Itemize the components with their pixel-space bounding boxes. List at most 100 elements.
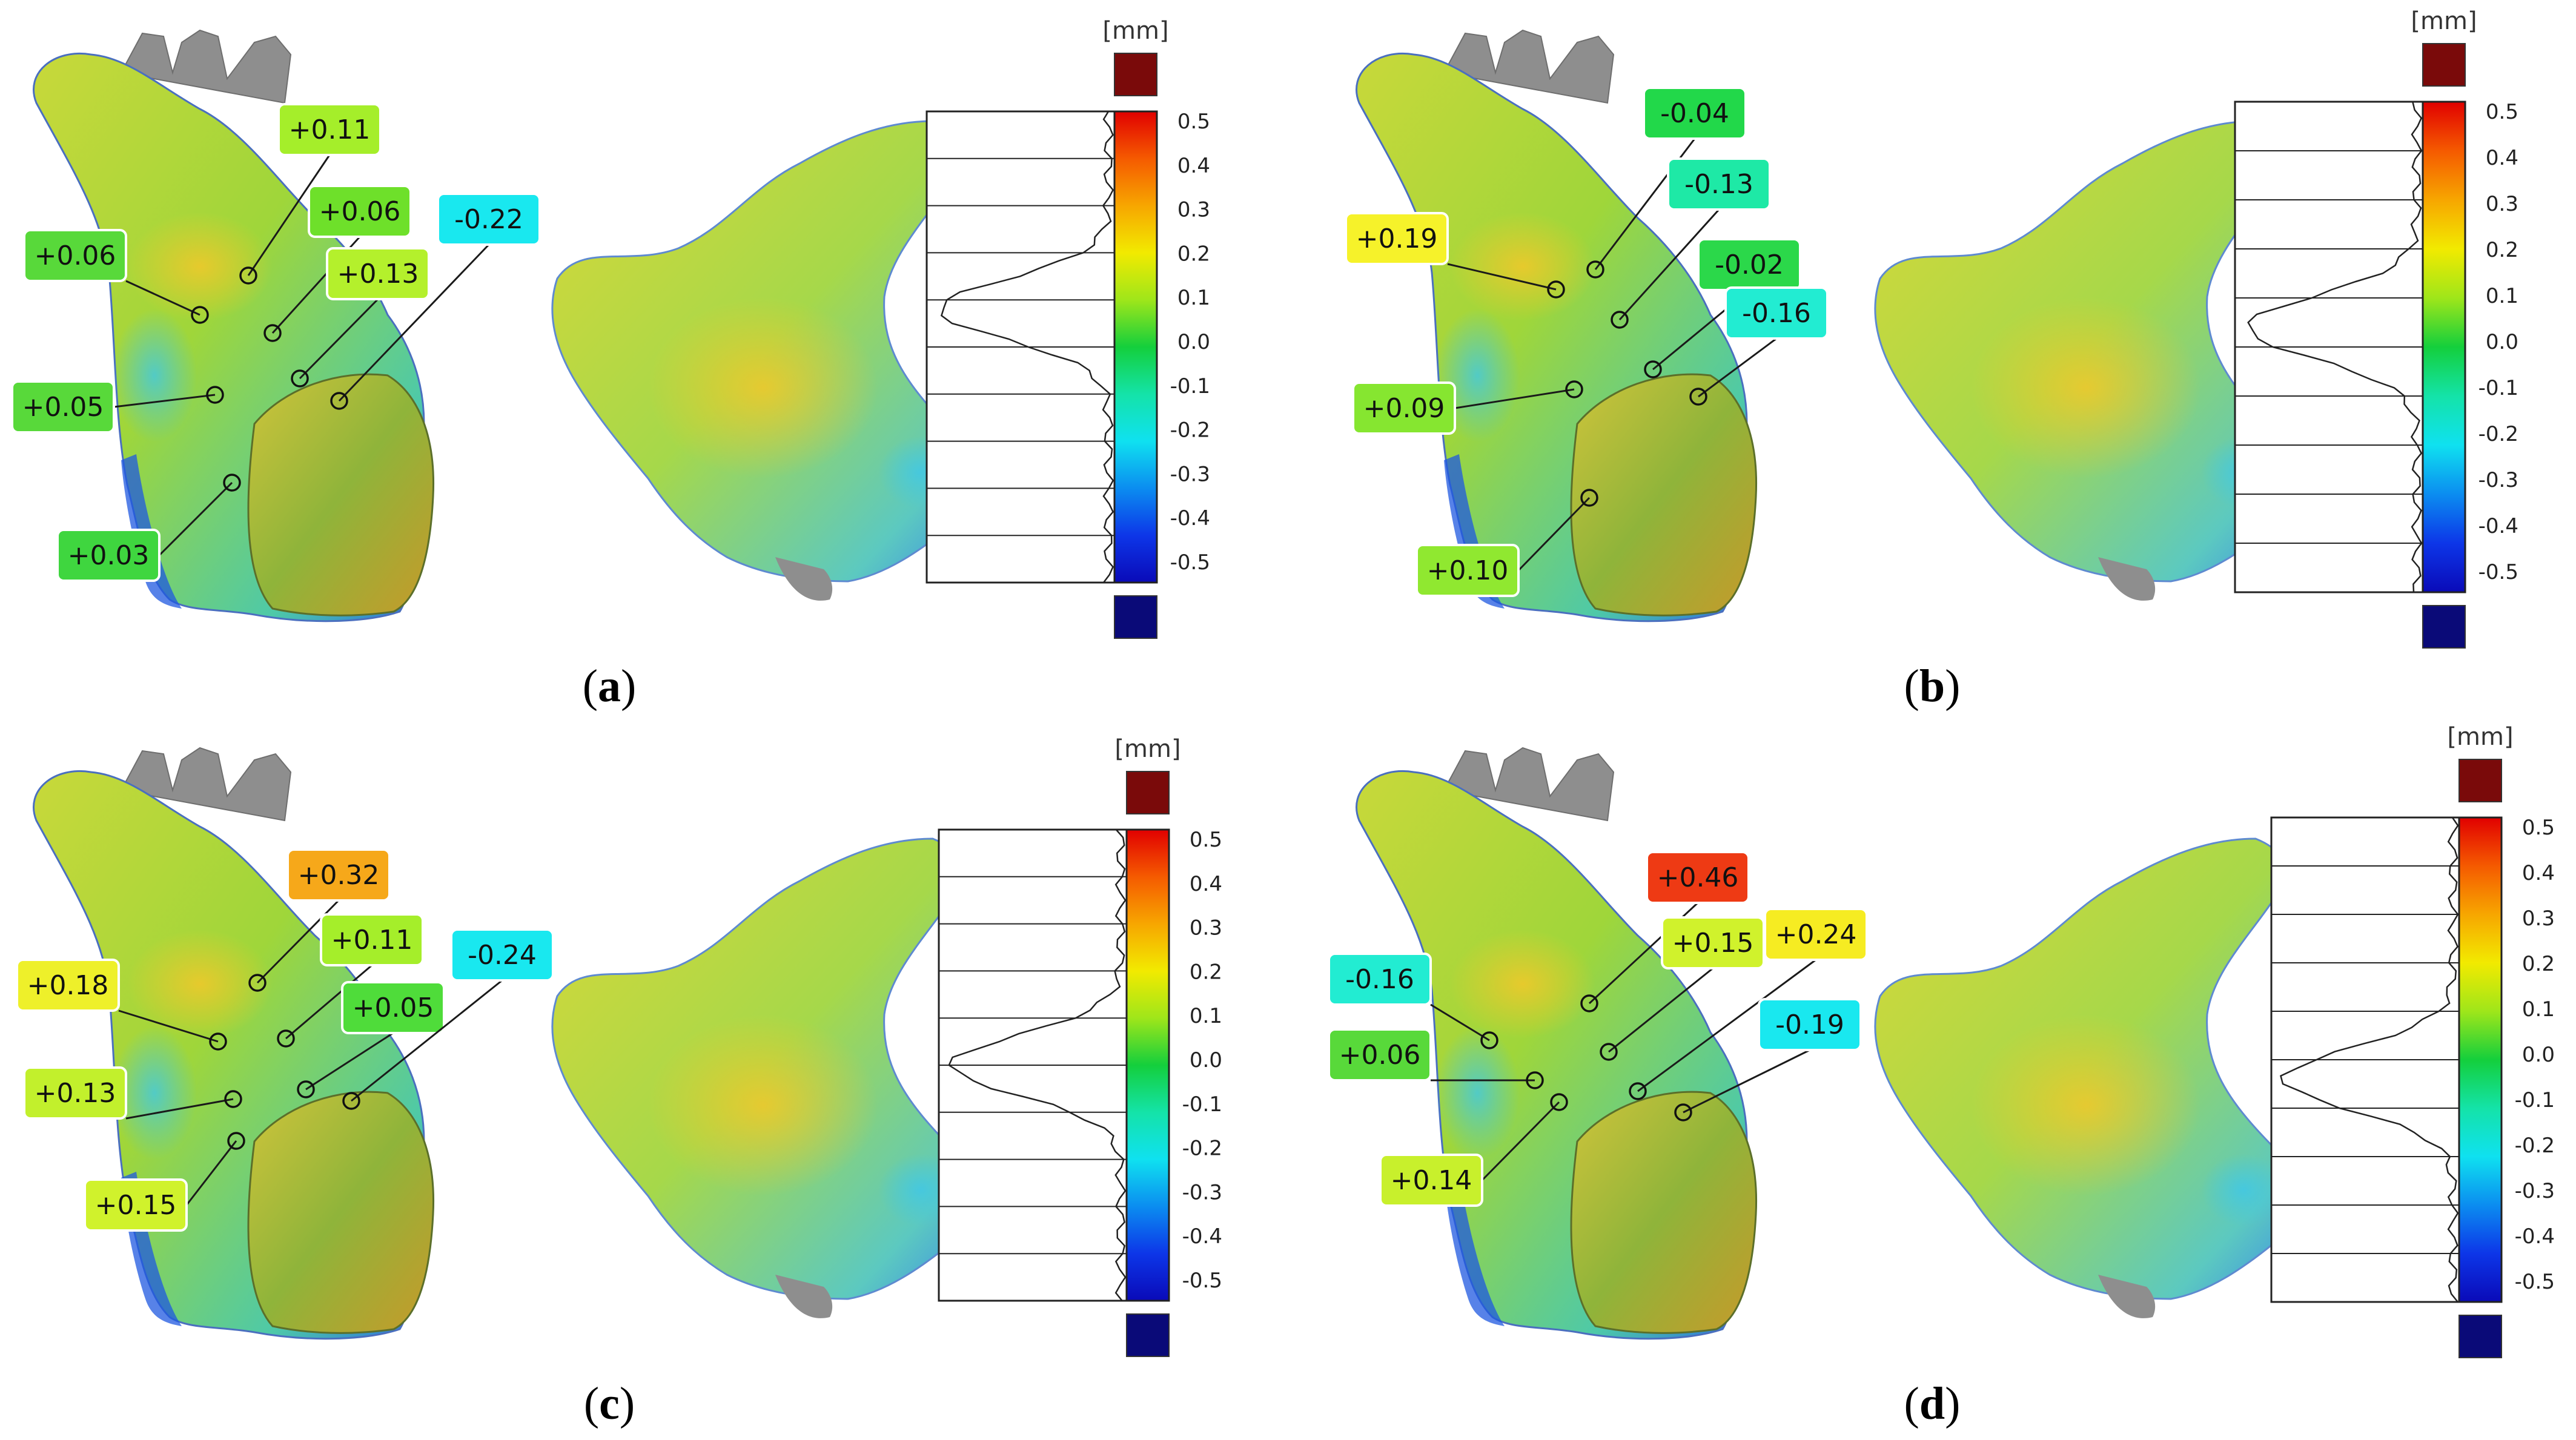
callout-marker <box>224 1090 242 1108</box>
right-bone-model <box>551 837 976 1318</box>
callout-box <box>437 193 541 246</box>
high-deviation-zone <box>1450 212 1595 321</box>
low-deviation-band <box>1444 1172 1505 1326</box>
callout-value: -0.04 <box>1660 98 1729 129</box>
histogram-curve <box>940 111 1114 583</box>
callout-value: +0.06 <box>1339 1040 1421 1071</box>
callout: +0.46 <box>1580 851 1750 1012</box>
right-bone-model <box>551 120 976 601</box>
right-high-zone <box>648 297 878 478</box>
callout: +0.06 <box>23 229 209 324</box>
low-deviation-band <box>1444 454 1505 609</box>
ramus-patch <box>1570 373 1758 616</box>
callout: +0.06 <box>1328 1028 1544 1089</box>
tooth-crowns <box>1443 747 1615 822</box>
scale-tick-label: 0.1 <box>1190 1004 1222 1028</box>
scale-tick-label: 0.1 <box>2522 997 2555 1022</box>
right-low-zone <box>2201 1154 2286 1226</box>
caption-a: (a) <box>582 661 637 712</box>
scale-tick-label: -0.2 <box>1182 1137 1222 1161</box>
callout: -0.04 <box>1586 87 1747 279</box>
callout: +0.11 <box>239 103 382 285</box>
callout: +0.18 <box>16 959 227 1051</box>
callout-value: +0.09 <box>1363 393 1445 424</box>
callout-marker <box>1547 280 1565 299</box>
tooth-crowns <box>120 29 292 104</box>
callout-value: -0.19 <box>1775 1009 1844 1040</box>
callout-value: +0.10 <box>1427 555 1509 586</box>
callout-box <box>450 928 554 982</box>
callout-box <box>16 959 120 1012</box>
callout-value: +0.13 <box>337 259 419 289</box>
callout-marker <box>209 1032 227 1051</box>
callout: +0.32 <box>248 848 391 992</box>
callout: +0.11 <box>277 913 424 1048</box>
callout-box <box>1415 544 1520 597</box>
callout-marker <box>277 1029 295 1048</box>
callout-box <box>326 247 430 300</box>
callout: +0.10 <box>1415 489 1598 597</box>
callout-leader-line <box>1698 337 1777 398</box>
callout-marker <box>291 369 309 388</box>
scale-tick-label: -0.5 <box>2478 560 2518 584</box>
scale-tick-label: 0.4 <box>1190 872 1222 896</box>
ramus-patch <box>1570 1091 1758 1334</box>
callout-box <box>1758 998 1862 1051</box>
histogram-curve <box>2280 817 2459 1303</box>
callout-box <box>23 1066 127 1120</box>
tooth-crowns <box>1443 29 1615 104</box>
callout-leader-line <box>125 1098 234 1120</box>
under-range-swatch <box>2422 605 2466 649</box>
histogram-curve <box>948 829 1127 1301</box>
callout-box <box>1724 286 1829 340</box>
over-range-swatch <box>2422 43 2466 87</box>
callout-box <box>1345 212 1449 265</box>
high-deviation-zone <box>127 212 273 321</box>
scale-tick-label: -0.4 <box>2478 514 2518 538</box>
callout-value: +0.32 <box>298 860 380 891</box>
scale-tick-label: 0.2 <box>2486 238 2518 262</box>
callout-leader-line <box>185 1140 237 1206</box>
callout-marker <box>1629 1082 1647 1100</box>
callout-leader-line <box>1454 388 1575 409</box>
panel-c: [mm] 0.5 0.4 0.3 0.2 0.1 0.0 -0.1 -0.2 -0.3 -0.4 -0… <box>16 735 1222 1357</box>
callout-value: +0.11 <box>289 114 371 145</box>
callout-marker <box>263 324 282 342</box>
scale-tick-label: 0.2 <box>2522 952 2555 976</box>
over-range-swatch <box>1126 771 1170 814</box>
scale-tick-label: 0.3 <box>2486 192 2518 216</box>
scale-tick-label: 0.0 <box>2486 330 2518 354</box>
callout: +0.05 <box>11 380 224 434</box>
callout-value: +0.06 <box>319 196 401 227</box>
callout-marker <box>1580 489 1598 507</box>
callout-box <box>84 1178 188 1232</box>
callout: +0.15 <box>1600 916 1765 1061</box>
scale-tick-label: -0.1 <box>1182 1092 1222 1117</box>
color-bar <box>1125 828 1170 1302</box>
callout: +0.15 <box>84 1132 245 1232</box>
callout-leader-line <box>1430 1003 1490 1042</box>
callout-box <box>308 185 412 238</box>
scale-tick-label: -0.3 <box>2478 468 2518 492</box>
over-range-swatch <box>1114 53 1157 96</box>
callout-leader-line <box>1447 263 1557 291</box>
callout-marker <box>330 392 348 410</box>
callout-box <box>23 229 127 282</box>
caption-b: (b) <box>1904 661 1961 712</box>
callout-leader-line <box>285 964 372 1040</box>
callout-leader-line <box>118 1009 219 1043</box>
callout-box <box>11 380 115 434</box>
scale-tick-label: 0.5 <box>2486 100 2518 124</box>
callout-marker <box>1526 1071 1544 1089</box>
callout-box <box>1764 908 1868 961</box>
scale-tick-label: 0.2 <box>1190 960 1222 984</box>
callout: +0.13 <box>23 1066 242 1120</box>
scale-tick-label: -0.1 <box>2515 1088 2555 1112</box>
unit-label: [mm] <box>1102 17 1168 45</box>
callout: +0.05 <box>297 981 445 1098</box>
callout-marker <box>206 386 224 404</box>
callout-marker <box>1600 1043 1618 1061</box>
under-range-swatch <box>1114 595 1157 639</box>
under-range-swatch <box>1126 1313 1170 1357</box>
